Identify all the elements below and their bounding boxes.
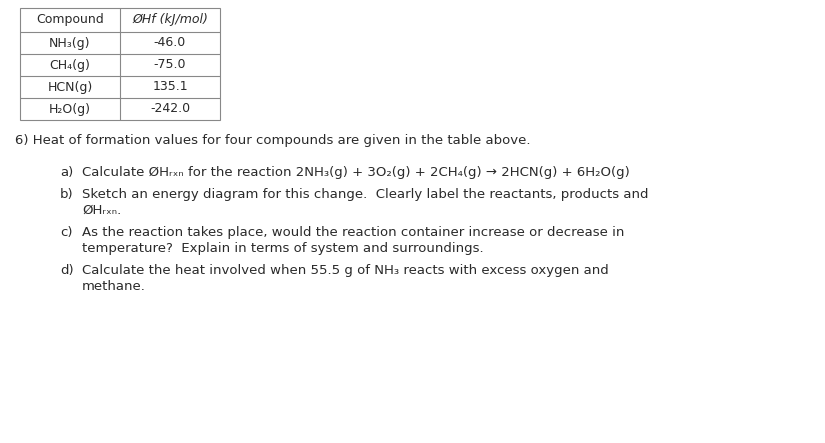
Text: CH₄(g): CH₄(g) <box>50 58 91 71</box>
Text: -46.0: -46.0 <box>154 36 186 50</box>
Text: Calculate the heat involved when 55.5 g of NH₃ reacts with excess oxygen and: Calculate the heat involved when 55.5 g … <box>82 264 609 277</box>
Text: Sketch an energy diagram for this change.  Clearly label the reactants, products: Sketch an energy diagram for this change… <box>82 188 648 201</box>
Text: NH₃(g): NH₃(g) <box>50 36 91 50</box>
Text: b): b) <box>60 188 73 201</box>
Text: 135.1: 135.1 <box>152 81 188 93</box>
Text: ØHf (kJ/mol): ØHf (kJ/mol) <box>132 13 208 27</box>
Text: Compound: Compound <box>36 13 104 27</box>
Text: ØHᵣₓₙ.: ØHᵣₓₙ. <box>82 204 121 217</box>
Text: a): a) <box>60 166 73 179</box>
Text: methane.: methane. <box>82 280 146 293</box>
Text: c): c) <box>60 226 73 239</box>
Text: -75.0: -75.0 <box>153 58 186 71</box>
Text: -242.0: -242.0 <box>150 102 190 116</box>
Text: d): d) <box>60 264 73 277</box>
Text: temperature?  Explain in terms of system and surroundings.: temperature? Explain in terms of system … <box>82 242 483 255</box>
Text: H₂O(g): H₂O(g) <box>49 102 91 116</box>
Text: As the reaction takes place, would the reaction container increase or decrease i: As the reaction takes place, would the r… <box>82 226 625 239</box>
Text: 6) Heat of formation values for four compounds are given in the table above.: 6) Heat of formation values for four com… <box>15 134 530 147</box>
Text: HCN(g): HCN(g) <box>47 81 92 93</box>
Text: Calculate ØHᵣₓₙ for the reaction 2NH₃(g) + 3O₂(g) + 2CH₄(g) → 2HCN(g) + 6H₂O(g): Calculate ØHᵣₓₙ for the reaction 2NH₃(g)… <box>82 166 629 179</box>
